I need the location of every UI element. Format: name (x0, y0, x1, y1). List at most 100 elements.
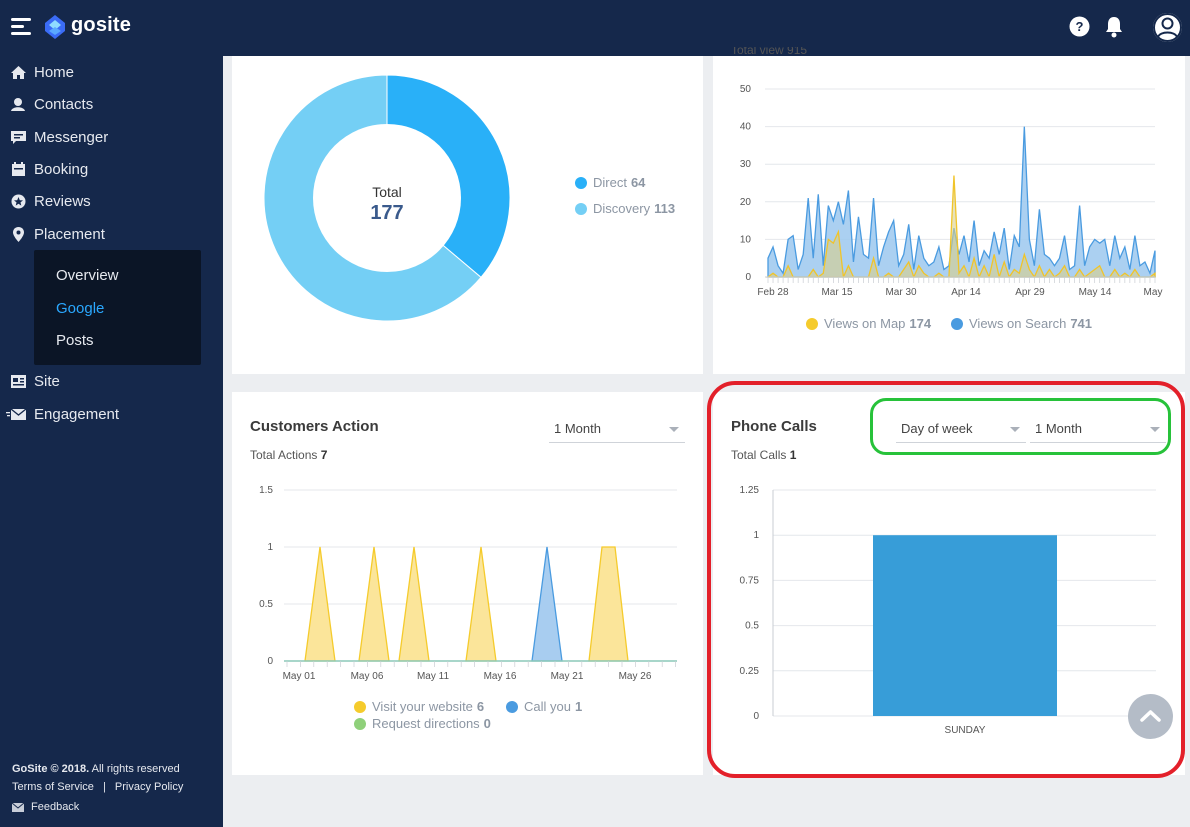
x-tick-label: May (1144, 287, 1163, 298)
submenu-item-overview[interactable]: Overview (56, 267, 119, 284)
y-tick-label: 40 (740, 122, 752, 133)
x-tick-label: Apr 29 (1015, 287, 1045, 298)
y-tick-label: 0 (753, 711, 759, 722)
bar-sunday[interactable] (873, 535, 1057, 716)
messenger-icon (11, 130, 26, 144)
chevron-down-icon (669, 427, 679, 432)
sidebar: Home Contacts Messenger Booking Reviews … (0, 56, 223, 827)
copyright-text: GoSite © 2018. All rights reserved (12, 763, 180, 775)
y-tick-label: 30 (740, 159, 752, 170)
donut-center-value: 177 (370, 202, 404, 224)
donut-center-label: Total (372, 184, 402, 200)
legend-views-map: Views on Map 174 (806, 316, 931, 331)
legend-visit-website: Visit your website 6 (354, 699, 484, 714)
y-tick-label: 1 (267, 542, 273, 553)
chevron-down-icon (1150, 427, 1160, 432)
y-tick-label: 10 (740, 234, 752, 245)
phone-range-select[interactable]: 1 Month (1030, 414, 1166, 443)
legend-dot-direct (575, 176, 587, 189)
footer-links: Terms of Service | Privacy Policy (12, 781, 183, 793)
y-tick-label: 1.25 (740, 485, 760, 496)
legend-call-you: Call you 1 (506, 699, 582, 714)
customers-action-chart: 1.5 1 0.5 0 May 01 May 06 May 11 May 16 May 21 Ma… (259, 485, 677, 682)
user-avatar-icon[interactable] (1151, 11, 1184, 44)
select-value: 1 Month (554, 421, 601, 436)
legend-value: 0 (483, 716, 491, 731)
feedback-link[interactable]: Feedback (12, 801, 79, 813)
placement-submenu: Overview Google Posts (34, 250, 201, 365)
phone-calls-card: Phone Calls Total Calls 1 Day of week 1 … (713, 392, 1185, 775)
sidebar-item-home[interactable]: Home (10, 60, 74, 84)
legend-label: Direct (593, 175, 627, 190)
customers-action-total: Total Actions 7 (250, 448, 327, 462)
submenu-item-posts[interactable]: Posts (56, 332, 94, 349)
series-views-on-search (767, 126, 1156, 278)
series-views-on-map (766, 175, 1156, 280)
svg-text:?: ? (1076, 19, 1084, 34)
menu-toggle-icon[interactable] (11, 18, 31, 36)
sidebar-item-reviews[interactable]: Reviews (10, 189, 91, 213)
x-tick-label: Mar 30 (885, 287, 917, 298)
phone-calls-title: Phone Calls (731, 418, 817, 435)
map-pin-icon (13, 226, 24, 242)
legend-dot-call (506, 700, 518, 713)
y-tick-label: 0.5 (745, 621, 759, 632)
traffic-source-card: Total 177 Direct 64 Discovery 113 (232, 56, 703, 374)
y-tick-label: 50 (740, 84, 752, 95)
x-tick-label: May 14 (1079, 287, 1112, 298)
engagement-icon (6, 407, 27, 420)
sidebar-item-booking[interactable]: Booking (10, 157, 88, 181)
notification-bell-icon[interactable] (1104, 15, 1124, 38)
customers-action-title: Customers Action (250, 418, 379, 435)
site-icon (11, 374, 26, 388)
x-tick-label: May 01 (283, 671, 316, 682)
legend-label: Views on Search (969, 316, 1067, 331)
x-tick-label: May 21 (551, 671, 584, 682)
select-value: 1 Month (1035, 421, 1082, 436)
feedback-label: Feedback (31, 801, 80, 813)
privacy-link[interactable]: Privacy Policy (114, 781, 184, 793)
y-tick-label: 0.5 (259, 599, 273, 610)
chevron-down-icon (1010, 427, 1020, 432)
sidebar-item-site[interactable]: Site (10, 369, 60, 393)
group-by-select[interactable]: Day of week (896, 414, 1026, 443)
views-card: Total view 915 50 40 30 20 10 0 Feb 28 Mar 15 Ma… (713, 47, 1185, 374)
legend-views-search: Views on Search 741 (951, 316, 1092, 331)
customers-action-card: Customers Action Total Actions 7 1 Month… (232, 392, 703, 775)
select-value: Day of week (901, 421, 973, 436)
copyright-brand: GoSite © 2018. (12, 763, 90, 775)
donut-chart (263, 74, 511, 322)
total-label: Total Actions (250, 448, 318, 462)
legend-label: Discovery (593, 201, 651, 216)
y-tick-label: 20 (740, 197, 752, 208)
submenu-item-google[interactable]: Google (56, 300, 105, 317)
terms-link[interactable]: Terms of Service (12, 781, 94, 793)
sidebar-item-engagement[interactable]: Engagement (6, 402, 119, 426)
customers-range-select[interactable]: 1 Month (549, 414, 685, 443)
highlight-phone-calls (707, 381, 1185, 778)
sidebar-item-messenger[interactable]: Messenger (10, 125, 108, 149)
sidebar-item-label: Engagement (34, 405, 120, 423)
scroll-to-top-button[interactable] (1128, 694, 1173, 739)
app-logo-text[interactable]: gosite (71, 14, 132, 36)
help-icon[interactable]: ? (1069, 16, 1090, 37)
legend-dot-map (806, 317, 818, 330)
rights-text: All rights reserved (91, 763, 180, 775)
x-tick-label: Mar 15 (821, 287, 853, 298)
highlight-filters (870, 398, 1171, 455)
sidebar-item-label: Booking (34, 160, 89, 178)
sidebar-item-placement[interactable]: Placement (10, 222, 105, 246)
legend-value: 174 (909, 316, 932, 331)
views-total-header: Total view 915 (731, 47, 807, 56)
total-label: Total Calls (731, 448, 787, 462)
phone-calls-total: Total Calls 1 (731, 448, 796, 462)
y-tick-label: 1.5 (259, 485, 273, 496)
y-tick-label: 0 (267, 656, 273, 667)
legend-label: Views on Map (824, 316, 906, 331)
footer-separator: | (102, 781, 106, 793)
sidebar-item-contacts[interactable]: Contacts (10, 92, 93, 116)
x-tick-label: May 16 (484, 671, 517, 682)
x-tick-label: Apr 14 (951, 287, 981, 298)
legend-label: Request directions (372, 716, 480, 731)
x-tick-label: SUNDAY (945, 725, 986, 736)
